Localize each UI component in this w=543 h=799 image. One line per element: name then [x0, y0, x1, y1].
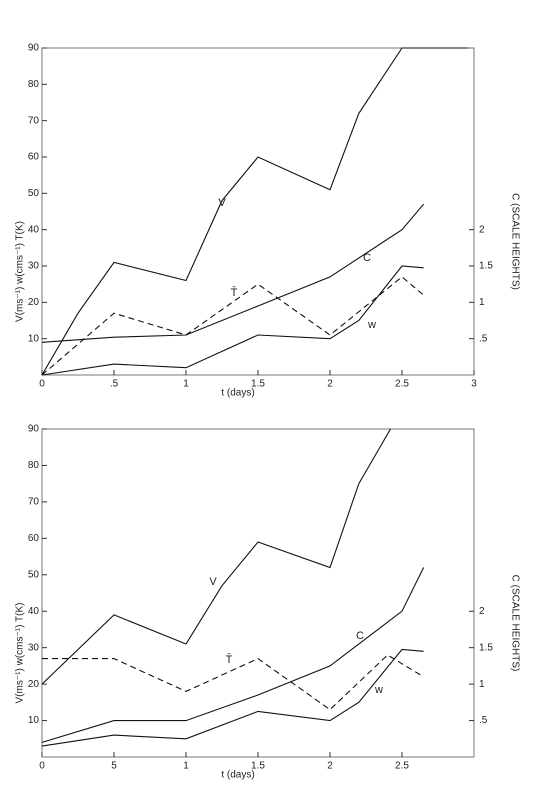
x-tick-label: 2.5: [395, 379, 409, 390]
y-tick-label: 40: [28, 606, 40, 617]
y-tick-label: 90: [28, 43, 40, 54]
y-tick-label: 50: [28, 188, 40, 199]
series-line: [41, 47, 469, 376]
y-tick-label: 70: [28, 115, 40, 126]
series: C: [41, 567, 425, 743]
y2-axis-label: C (SCALE HEIGHTS): [509, 575, 520, 672]
x-tick-label: 2: [327, 379, 333, 390]
y2-tick-label: 1: [479, 679, 485, 690]
series: T̄: [42, 653, 424, 711]
x-tick-label: 2: [327, 761, 333, 772]
x-tick-label: 1: [183, 761, 189, 772]
series-line: [41, 648, 424, 747]
x-tick-label: 2.5: [395, 761, 409, 772]
series: V: [41, 428, 391, 685]
series-label: T̄: [231, 286, 238, 299]
series-line: [41, 265, 424, 376]
y-tick-label: 90: [28, 424, 40, 435]
series: C: [41, 203, 425, 343]
plot-frame: [41, 47, 475, 376]
x-tick-label: 0: [39, 761, 45, 772]
series-label: C: [356, 630, 364, 642]
x-tick-label: 3: [471, 379, 477, 390]
series-label: w: [374, 684, 383, 696]
y-tick-label: 40: [28, 224, 40, 235]
y-tick-label: 30: [28, 642, 40, 653]
series-line: [41, 567, 425, 743]
series-line: [41, 203, 425, 343]
y-tick-label: 10: [28, 715, 40, 726]
chart: 0 5 1 1.5 2 2.5 10 20 30 40 50 60 70 80 90 .5 1 1.5 2 t (da…: [15, 424, 521, 781]
y2-tick-label: 1: [479, 297, 485, 308]
series: w: [41, 648, 424, 747]
x-tick-label: 1.5: [251, 761, 265, 772]
y-tick-label: 60: [28, 152, 40, 163]
y-tick-label: 80: [28, 79, 40, 90]
series: V: [41, 47, 469, 376]
series-line: [41, 428, 391, 685]
series: T̄: [41, 276, 424, 376]
x-tick-label: 5: [111, 761, 117, 772]
chart: 0 .5 1 1.5 2 2.5 3 10 20 30 40 50 60 70 80 90 .5 1 1.5 2 t (…: [15, 43, 521, 399]
y2-tick-label: 2: [479, 224, 485, 235]
series-line: [41, 276, 424, 376]
series-label: V: [218, 197, 226, 209]
y2-tick-label: 1.5: [479, 261, 493, 272]
y-axis-label: V(ms⁻¹) w(cms⁻¹) T(K): [15, 221, 26, 322]
y-tick-label: 80: [28, 460, 40, 471]
y-tick-label: 20: [28, 297, 40, 308]
plot-frame: [41, 428, 475, 758]
y-axis-label: V(ms⁻¹) w(cms⁻¹) T(K): [15, 603, 26, 704]
y2-tick-label: 1.5: [479, 642, 493, 653]
x-tick-label: 1: [183, 379, 189, 390]
x-tick-label: 0: [39, 379, 45, 390]
series-line: [42, 654, 424, 711]
y-tick-label: 30: [28, 261, 40, 272]
x-axis-label: t (days): [221, 388, 254, 399]
x-axis-label: t (days): [221, 770, 254, 781]
series-label: w: [367, 319, 376, 331]
y2-tick-label: .5: [479, 715, 488, 726]
y-tick-label: 20: [28, 679, 40, 690]
y2-tick-label: 2: [479, 606, 485, 617]
y-tick-label: 50: [28, 569, 40, 580]
y-tick-label: 70: [28, 497, 40, 508]
series: w: [41, 265, 424, 376]
y2-axis-label: C (SCALE HEIGHTS): [509, 193, 520, 290]
series-label: C: [363, 252, 371, 264]
y-tick-label: 60: [28, 533, 40, 544]
y-tick-label: 10: [28, 333, 40, 344]
x-tick-label: .5: [110, 379, 119, 390]
series-label: T̄: [226, 653, 233, 666]
x-tick-label: 1.5: [251, 379, 265, 390]
y2-tick-label: .5: [479, 333, 488, 344]
series-label: V: [209, 576, 217, 588]
